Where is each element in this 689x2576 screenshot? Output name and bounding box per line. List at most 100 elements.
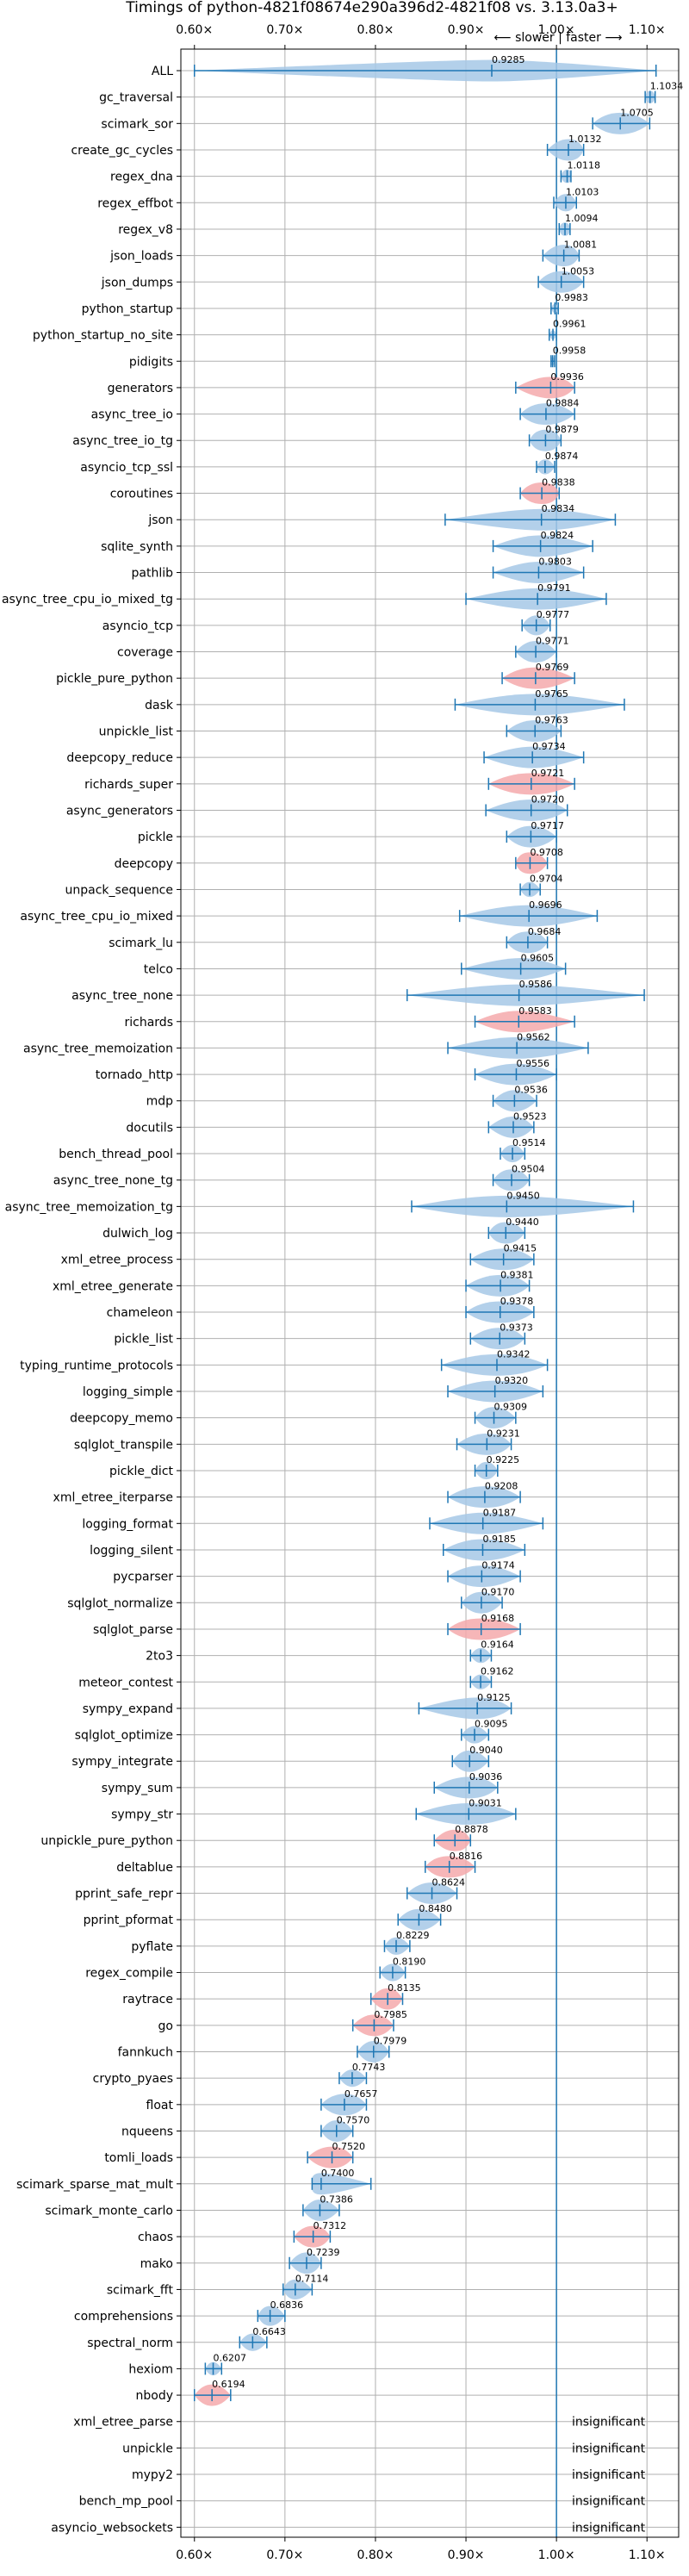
category-label: json xyxy=(147,513,173,527)
value-label: 0.9174 xyxy=(481,1560,515,1571)
category-label: sympy_str xyxy=(111,1808,173,1822)
value-label: 0.9717 xyxy=(531,820,564,831)
tick-label-bottom: 0.60× xyxy=(176,2548,213,2562)
category-label: sqlglot_optimize xyxy=(75,1729,173,1743)
value-label: 0.7520 xyxy=(332,2141,366,2152)
category-label: unpickle_list xyxy=(99,725,174,739)
tick-label-bottom: 1.00× xyxy=(538,2548,575,2562)
category-label: pyflate xyxy=(131,1940,173,1954)
value-label: 0.7570 xyxy=(337,2114,370,2125)
category-label: unpickle xyxy=(122,2442,173,2455)
category-label: dulwich_log xyxy=(102,1227,173,1241)
value-label: 0.8190 xyxy=(393,1957,426,1968)
category-label: python_startup xyxy=(82,302,173,316)
value-label: 0.8624 xyxy=(432,1877,466,1888)
category-label: async_tree_none xyxy=(71,989,173,1003)
value-label: 0.6836 xyxy=(270,2299,304,2311)
value-label: 0.9373 xyxy=(500,1322,533,1334)
value-label: 0.9450 xyxy=(506,1190,540,1201)
tick-label-bottom: 0.70× xyxy=(266,2548,303,2562)
category-label: json_loads xyxy=(109,250,173,264)
category-label: float xyxy=(146,2099,174,2112)
value-label: 0.9696 xyxy=(529,899,562,911)
category-label: async_generators xyxy=(66,804,173,818)
value-label: 0.9514 xyxy=(512,1137,546,1148)
value-label: 0.9036 xyxy=(469,1771,503,1783)
value-label: 0.7979 xyxy=(374,2036,407,2047)
value-label: 0.9721 xyxy=(531,768,565,779)
category-label: logging_simple xyxy=(83,1385,173,1399)
category-label: async_tree_memoization_tg xyxy=(5,1200,173,1214)
insignificant-label: insignificant xyxy=(572,2468,646,2482)
value-label: 0.7386 xyxy=(320,2193,353,2205)
value-label: 0.9874 xyxy=(545,451,579,462)
value-label: 1.0094 xyxy=(565,213,599,224)
category-label: comprehensions xyxy=(74,2310,173,2324)
category-label: regex_effbot xyxy=(97,196,173,210)
value-label: 0.8480 xyxy=(419,1903,452,1914)
tick-label-bottom: 0.80× xyxy=(357,2548,394,2562)
value-label: 0.9320 xyxy=(495,1375,529,1386)
value-label: 0.9704 xyxy=(530,873,563,884)
value-label: 1.0118 xyxy=(568,160,601,171)
value-label: 1.1034 xyxy=(650,81,684,92)
category-label: scimark_monte_carlo xyxy=(45,2204,173,2218)
category-label: xml_etree_iterparse xyxy=(53,1491,173,1505)
value-label: 0.9040 xyxy=(469,1745,503,1756)
value-label: 0.9164 xyxy=(481,1640,514,1651)
value-label: 0.9777 xyxy=(537,609,570,620)
value-label: 0.9803 xyxy=(538,557,572,568)
value-label: 0.9562 xyxy=(517,1031,550,1042)
value-label: 0.9605 xyxy=(521,952,555,963)
tick-label-top: 1.00× xyxy=(538,23,575,37)
category-label: dask xyxy=(145,699,174,712)
value-label: 0.7114 xyxy=(295,2273,329,2284)
category-label: mdp xyxy=(146,1095,174,1109)
value-label: 0.7239 xyxy=(307,2247,340,2258)
value-label: 0.9285 xyxy=(492,54,525,65)
category-label: scimark_lu xyxy=(109,936,173,950)
category-label: scimark_sparse_mat_mult xyxy=(16,2178,173,2192)
category-label: regex_v8 xyxy=(118,223,173,237)
category-label: pickle_dict xyxy=(109,1465,174,1478)
insignificant-label: insignificant xyxy=(572,2416,646,2430)
value-label: 0.7985 xyxy=(374,2009,407,2020)
insignificant-label: insignificant xyxy=(572,2442,646,2455)
category-label: deepcopy_memo xyxy=(70,1412,173,1426)
insignificant-label: insignificant xyxy=(572,2521,646,2535)
value-label: 0.6643 xyxy=(252,2326,286,2337)
category-label: typing_runtime_protocols xyxy=(20,1359,173,1372)
value-label: 0.9504 xyxy=(512,1164,545,1175)
value-label: 0.9769 xyxy=(536,662,569,673)
category-label: mypy2 xyxy=(132,2468,173,2482)
value-label: 0.9983 xyxy=(555,292,588,303)
category-label: regex_dna xyxy=(110,171,173,184)
value-label: 0.8229 xyxy=(396,1930,430,1941)
plot-frame xyxy=(180,48,680,2538)
value-label: 0.9536 xyxy=(514,1085,548,1096)
value-label: 0.9225 xyxy=(487,1454,520,1465)
category-label: bench_mp_pool xyxy=(79,2495,173,2509)
category-label: coroutines xyxy=(110,488,173,501)
category-label: sqlite_synth xyxy=(101,540,173,554)
value-label: 1.0132 xyxy=(568,134,602,145)
value-label: 0.9381 xyxy=(500,1269,534,1280)
value-label: 0.9936 xyxy=(550,371,584,383)
category-label: generators xyxy=(108,382,173,395)
value-label: 0.9586 xyxy=(519,979,553,990)
value-label: 0.9187 xyxy=(483,1507,517,1518)
category-label: create_gc_cycles xyxy=(71,144,173,158)
insignificant-label: insignificant xyxy=(572,2495,646,2509)
value-label: 0.9838 xyxy=(542,477,575,488)
value-label: 1.0081 xyxy=(564,240,598,251)
direction-note: ⟵ slower | faster ⟶ xyxy=(494,31,623,45)
category-label: asyncio_websockets xyxy=(51,2521,173,2535)
tick-label-top: 0.80× xyxy=(357,23,394,37)
value-label: 0.8878 xyxy=(455,1824,488,1835)
value-label: 1.0053 xyxy=(562,265,595,277)
category-label: bench_thread_pool xyxy=(59,1148,173,1161)
value-label: 0.9208 xyxy=(485,1481,518,1492)
value-label: 0.9763 xyxy=(535,715,568,726)
category-label: pickle_list xyxy=(114,1333,173,1347)
value-label: 0.9961 xyxy=(553,319,587,330)
